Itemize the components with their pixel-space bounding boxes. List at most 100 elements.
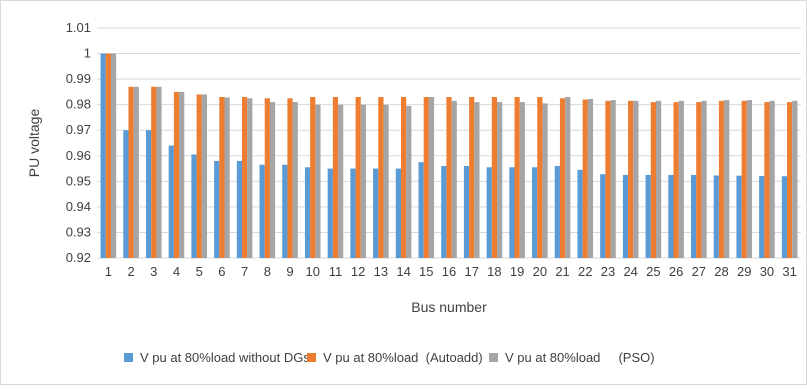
x-tick-label: 17 (464, 264, 478, 279)
bar-1-bus-25 (645, 174, 651, 258)
bar-3-bus-5 (201, 94, 207, 258)
bar-2-bus-3 (151, 86, 157, 259)
x-tick-label: 2 (127, 264, 134, 279)
bar-3-bus-14 (406, 105, 412, 258)
bar-2-bus-22 (582, 99, 588, 258)
bar-1-bus-8 (259, 164, 265, 258)
legend-swatch-1 (124, 353, 133, 362)
bar-3-bus-6 (224, 97, 230, 258)
y-tick-label: 0.94 (66, 199, 91, 214)
bar-3-bus-22 (587, 99, 594, 259)
x-tick-label: 11 (329, 264, 343, 279)
legend-label-2: V pu at 80%load (Autoadd) (323, 350, 483, 365)
y-tick-label: 1.01 (66, 20, 91, 35)
bar-1-bus-24 (622, 174, 629, 258)
bar-2-bus-4 (173, 91, 180, 258)
bar-1-bus-31 (781, 176, 788, 258)
x-tick-label: 5 (196, 264, 203, 279)
y-tick-label: 0.93 (66, 224, 91, 239)
x-tick-label: 24 (623, 264, 637, 279)
bar-2-bus-31 (787, 102, 793, 258)
bar-3-bus-28 (724, 100, 730, 258)
y-tick-label: 0.97 (66, 122, 91, 137)
y-tick-label: 0.92 (66, 250, 91, 265)
x-tick-label: 8 (264, 264, 271, 279)
bar-3-bus-13 (383, 104, 389, 259)
bar-2-bus-15 (423, 97, 429, 258)
bar-3-bus-10 (315, 104, 321, 259)
bar-3-bus-18 (497, 102, 503, 258)
bar-2-bus-30 (764, 102, 770, 258)
bar-3-bus-26 (678, 100, 684, 258)
bar-2-bus-16 (446, 97, 452, 258)
x-tick-label: 13 (374, 264, 388, 279)
x-tick-label: 19 (510, 264, 524, 279)
bar-2-bus-10 (310, 97, 316, 258)
bar-2-bus-8 (264, 98, 270, 259)
bar-2-bus-20 (537, 97, 543, 258)
x-tick-label: 22 (578, 264, 592, 279)
bar-2-bus-24 (628, 100, 634, 258)
bar-1-bus-7 (236, 160, 243, 258)
x-tick-label: 10 (306, 264, 320, 279)
bar-3-bus-27 (701, 100, 707, 258)
bar-1-bus-28 (713, 175, 719, 258)
bar-1-bus-3 (145, 130, 152, 258)
bar-2-bus-19 (514, 97, 520, 258)
x-tick-label: 23 (601, 264, 615, 279)
bar-1-bus-4 (168, 145, 174, 258)
x-tick-label: 25 (646, 264, 660, 279)
x-tick-label: 12 (351, 264, 365, 279)
x-tick-label: 4 (173, 264, 180, 279)
x-tick-label: 16 (442, 264, 456, 279)
bar-1-bus-19 (509, 167, 515, 258)
bar-3-bus-19 (519, 102, 525, 258)
bar-3-bus-7 (247, 98, 253, 259)
bar-1-bus-23 (600, 174, 606, 258)
bar-3-bus-16 (451, 100, 457, 258)
bar-1-bus-14 (395, 168, 401, 258)
x-tick-label: 18 (487, 264, 501, 279)
bar-1-bus-30 (759, 175, 765, 258)
bar-2-bus-6 (219, 97, 225, 258)
x-tick-label: 30 (760, 264, 774, 279)
bar-3-bus-30 (769, 100, 775, 258)
bar-1-bus-11 (327, 168, 333, 258)
legend-label-1: V pu at 80%load without DGs (140, 350, 310, 365)
bar-3-bus-24 (633, 100, 639, 258)
bars (100, 53, 798, 259)
bar-1-bus-9 (282, 164, 288, 258)
bar-2-bus-28 (718, 100, 725, 258)
bar-2-bus-11 (332, 97, 339, 258)
bar-3-bus-17 (474, 102, 480, 258)
x-axis-ticks: 1 2 3 4 5 6 7 8 9 10 11 12 13 14 15 16 17 18 19 20 21 22 23 24 2… (105, 264, 797, 279)
bar-3-bus-9 (292, 102, 298, 258)
bar-3-bus-11 (338, 104, 344, 259)
bar-1-bus-2 (123, 130, 129, 258)
bar-1-bus-20 (532, 167, 538, 258)
bar-3-bus-20 (542, 103, 548, 258)
x-tick-label: 3 (150, 264, 157, 279)
bar-3-bus-31 (792, 100, 798, 258)
bar-1-bus-17 (463, 166, 470, 258)
bar-2-bus-18 (491, 97, 498, 258)
bar-3-bus-21 (565, 97, 571, 258)
x-axis-title: Bus number (411, 299, 487, 315)
bar-2-bus-9 (287, 98, 293, 259)
bar-1-bus-5 (191, 154, 197, 258)
y-axis-title: PU voltage (26, 109, 42, 178)
y-tick-label: 1 (84, 46, 91, 61)
x-tick-label: 26 (669, 264, 683, 279)
x-tick-label: 28 (714, 264, 728, 279)
bar-1-bus-1 (100, 53, 106, 258)
bar-2-bus-17 (469, 97, 475, 258)
bar-3-bus-4 (179, 91, 185, 258)
bar-1-bus-12 (350, 168, 356, 258)
bar-3-bus-25 (655, 100, 662, 258)
x-tick-label: 1 (105, 264, 112, 279)
legend-label-3: V pu at 80%load (PSO) (505, 350, 655, 365)
bar-2-bus-29 (741, 100, 747, 258)
x-tick-label: 21 (555, 264, 569, 279)
